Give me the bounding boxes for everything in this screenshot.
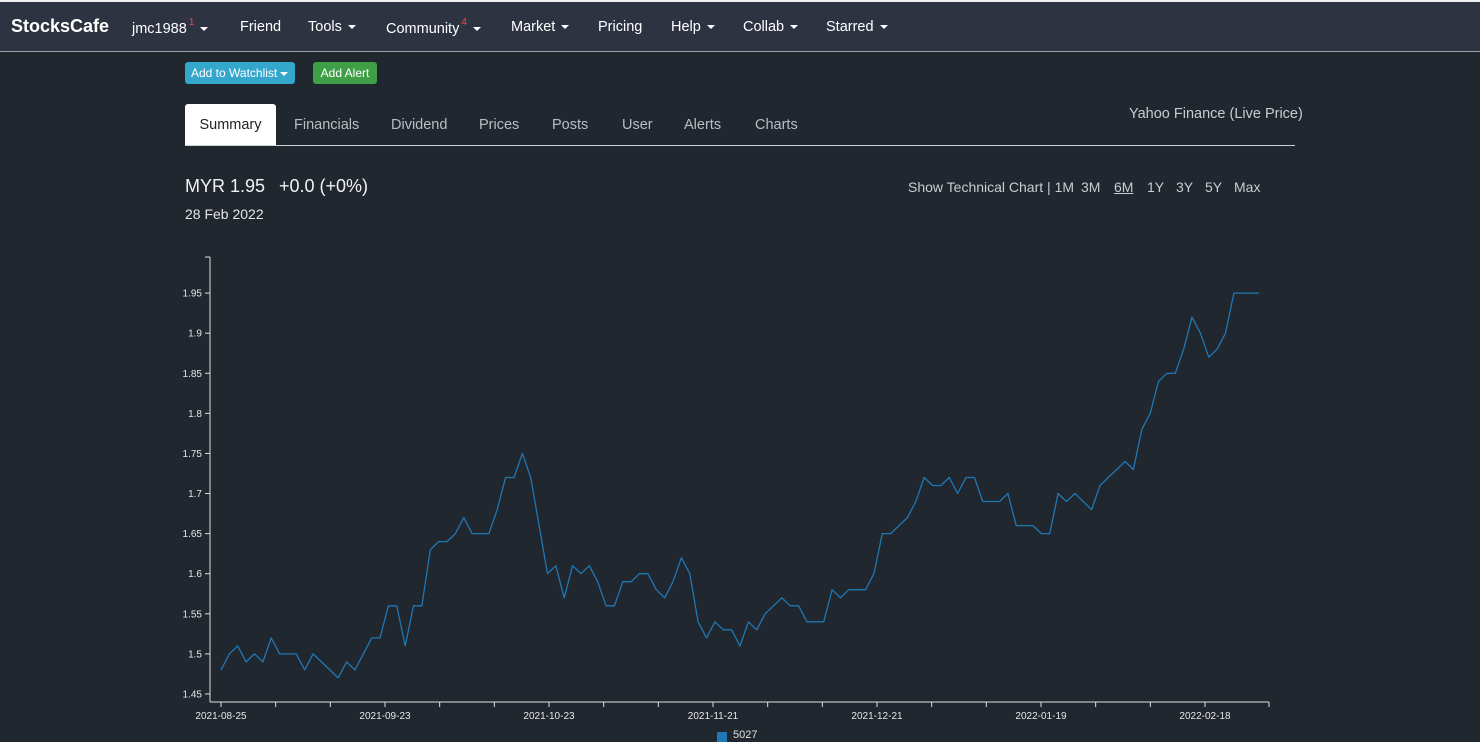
y-tick-label: 1.6 (188, 569, 202, 580)
legend-series-name: 5027 (733, 729, 757, 741)
x-tick-label: 2022-01-19 (1015, 711, 1067, 722)
x-tick-label: 2022-02-18 (1179, 711, 1231, 722)
y-tick-label: 1.5 (188, 649, 202, 660)
price-series-line (221, 293, 1259, 678)
y-tick-label: 1.9 (188, 329, 202, 340)
x-tick-label: 2021-08-25 (195, 711, 247, 722)
y-tick-label: 1.8 (188, 409, 202, 420)
y-tick-label: 1.95 (183, 289, 203, 300)
y-tick-label: 1.45 (183, 689, 203, 700)
legend-swatch (717, 732, 727, 742)
y-tick-label: 1.55 (183, 609, 203, 620)
y-tick-label: 1.85 (183, 369, 203, 380)
x-tick-label: 2021-10-23 (523, 711, 575, 722)
y-tick-label: 1.65 (183, 529, 203, 540)
x-tick-label: 2021-11-21 (688, 711, 739, 722)
x-tick-label: 2021-09-23 (359, 711, 411, 722)
y-tick-label: 1.75 (183, 449, 203, 460)
y-tick-label: 1.7 (188, 489, 202, 500)
x-tick-label: 2021-12-21 (851, 711, 903, 722)
